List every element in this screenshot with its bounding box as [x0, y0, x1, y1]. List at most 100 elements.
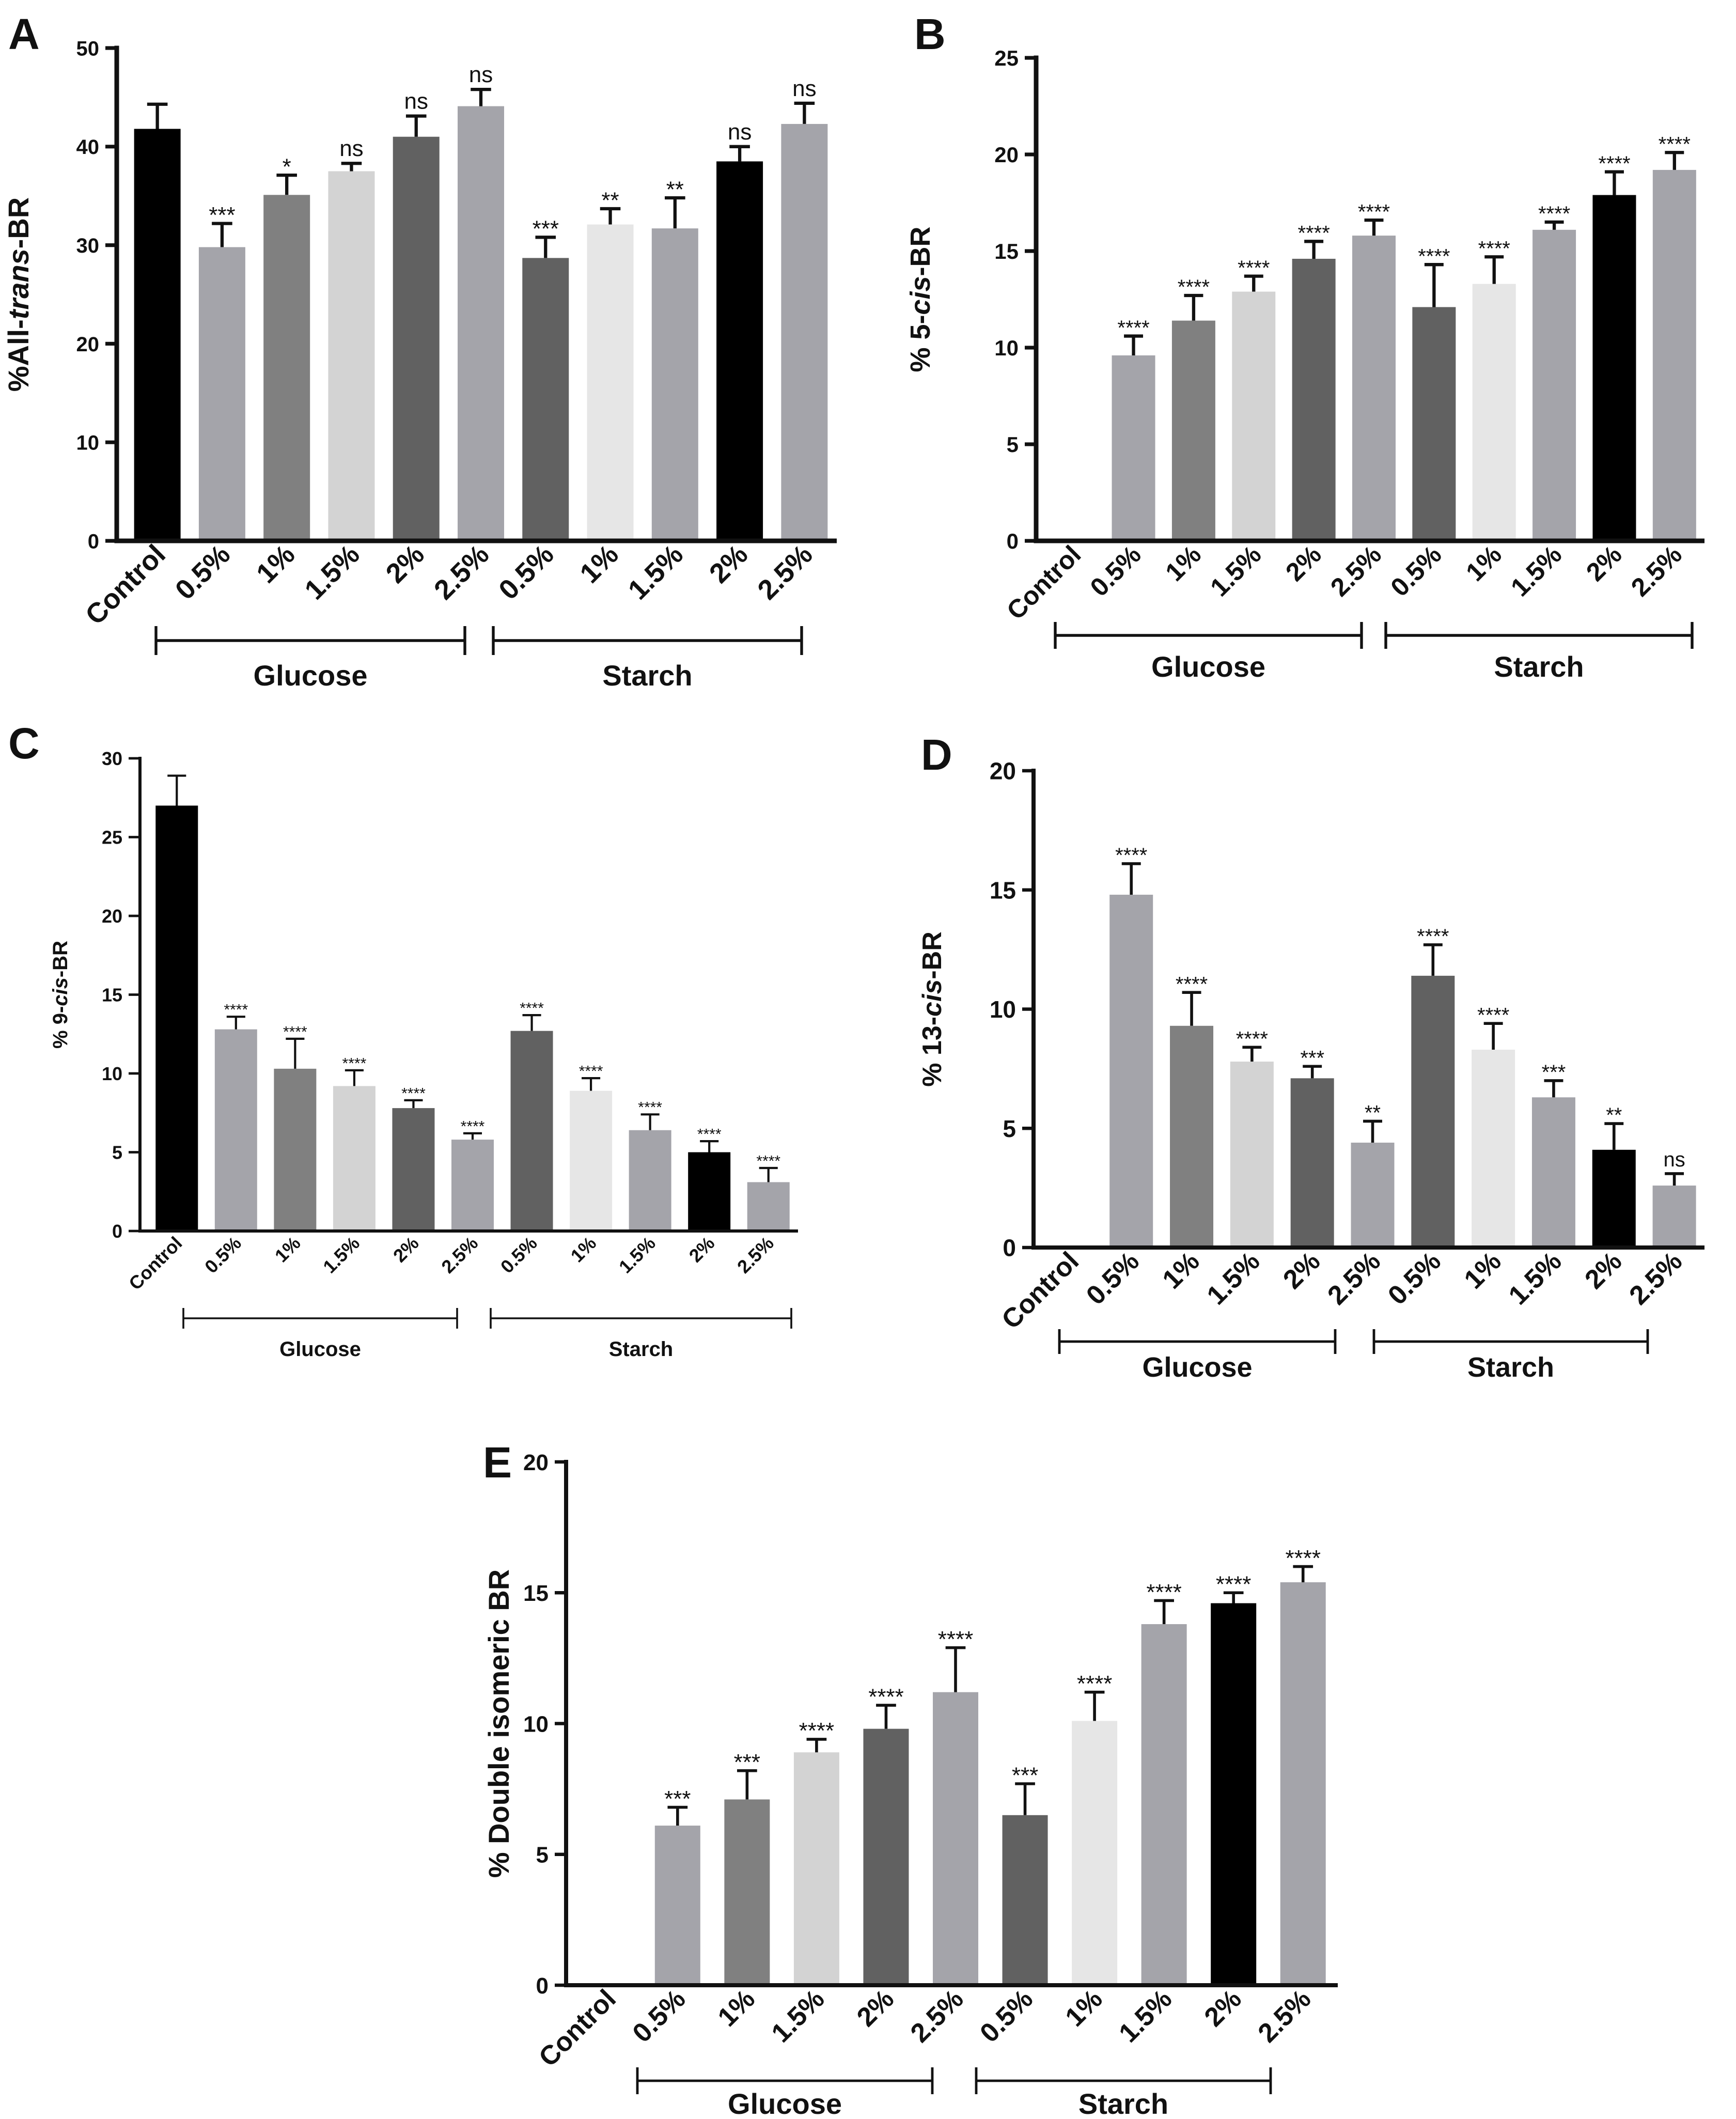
significance-label: **	[601, 188, 619, 213]
x-tick-label: 1.5%	[615, 1233, 660, 1277]
x-tick-label: 0.5%	[1085, 540, 1147, 602]
significance-label: ****	[1418, 245, 1450, 268]
y-tick-label: 0	[1003, 1235, 1016, 1261]
x-tick-label: 1%	[712, 1984, 761, 2032]
x-tick-label: 2.5%	[733, 1233, 778, 1277]
y-tick-label: 5	[1003, 1115, 1016, 1142]
significance-label: ****	[868, 1684, 904, 1709]
x-tick-label: 2%	[851, 1984, 900, 2032]
significance-label: ****	[1216, 1572, 1252, 1597]
x-tick-label: 2%	[380, 539, 430, 589]
significance-label: ***	[1542, 1061, 1566, 1084]
y-tick-label: 10	[76, 432, 100, 455]
significance-label: ****	[1176, 973, 1208, 995]
y-tick-label: 10	[102, 1063, 122, 1084]
x-tick-label: 2.5%	[1623, 1246, 1688, 1311]
x-tick-label: 1%	[1060, 1984, 1108, 2032]
bar	[793, 1752, 839, 1983]
y-tick-label: 0	[536, 1973, 549, 1999]
significance-label: ***	[209, 202, 235, 228]
bar	[747, 1182, 790, 1229]
bar	[1211, 1603, 1257, 1983]
x-tick-label: 2%	[389, 1233, 423, 1267]
x-tick-label: 0.5%	[974, 1984, 1039, 2048]
y-tick-label: 20	[102, 906, 122, 927]
x-tick-label: 1.5%	[299, 539, 365, 605]
y-axis-label: %All-trans-BR	[2, 197, 35, 392]
x-tick-label: 1%	[1460, 540, 1507, 587]
bar	[1170, 1025, 1214, 1245]
bar	[781, 123, 828, 539]
significance-label: ****	[1115, 844, 1147, 867]
y-tick-label: 25	[102, 827, 122, 848]
x-tick-label: 2.5%	[1322, 1246, 1386, 1311]
panel-c-letter: C	[8, 719, 40, 768]
y-tick-label: 20	[994, 143, 1019, 167]
x-tick-label: 1.5%	[1503, 1246, 1568, 1311]
significance-label: ****	[283, 1023, 307, 1040]
y-tick-label: 15	[994, 239, 1019, 263]
bar	[393, 136, 440, 539]
significance-label: ***	[664, 1786, 691, 1812]
panel-a-letter: A	[8, 10, 40, 58]
x-tick-label: 0.5%	[496, 1233, 541, 1277]
bar	[654, 1826, 700, 1983]
y-tick-label: 30	[76, 235, 100, 257]
bar	[1352, 236, 1396, 539]
bar	[1232, 291, 1276, 539]
y-tick-label: 5	[1007, 432, 1019, 457]
significance-label: ns	[404, 89, 428, 114]
group-label-glucose: Glucose	[279, 1338, 361, 1361]
panel-a: A01020304050%All-trans-BRControl***0.5%*…	[2, 10, 837, 692]
significance-label: ****	[1236, 1028, 1268, 1051]
bar	[1592, 195, 1636, 539]
y-axis-label: % 9-cis-BR	[49, 941, 72, 1049]
group-label-starch: Starch	[1494, 650, 1584, 683]
x-tick-label: 1.5%	[1205, 540, 1266, 602]
y-tick-label: 0	[88, 530, 99, 553]
bar	[1072, 1721, 1118, 1983]
bar	[1411, 975, 1455, 1245]
x-tick-label: 2%	[1280, 540, 1327, 587]
y-tick-label: 10	[523, 1711, 549, 1737]
bar	[688, 1152, 731, 1229]
significance-label: ns	[469, 62, 493, 87]
bar	[1351, 1142, 1395, 1245]
y-axis-label: % Double isomeric BR	[482, 1569, 515, 1878]
bar	[1412, 307, 1456, 539]
significance-label: ****	[1077, 1671, 1113, 1696]
significance-label: ***	[734, 1750, 760, 1775]
group-label-glucose: Glucose	[1142, 1352, 1252, 1383]
bar	[1171, 320, 1215, 539]
y-axis-label: % 13-cis-BR	[917, 931, 947, 1087]
bar	[1652, 169, 1696, 539]
group-label-glucose: Glucose	[1151, 650, 1265, 683]
x-tick-label: 1.5%	[622, 539, 689, 605]
x-tick-label: 2.5%	[1625, 540, 1687, 602]
significance-label: **	[1365, 1102, 1381, 1125]
bar	[263, 195, 310, 539]
significance-label: ****	[401, 1085, 426, 1102]
panel-e-letter: E	[483, 1438, 512, 1487]
y-tick-label: 40	[76, 136, 100, 159]
group-label-starch: Starch	[1467, 1352, 1554, 1383]
group-label-starch: Starch	[602, 659, 692, 692]
x-tick-label: 1%	[1160, 540, 1207, 587]
group-label-glucose: Glucose	[254, 659, 368, 692]
significance-label: ****	[1417, 925, 1449, 948]
significance-label: ****	[1238, 257, 1270, 279]
x-tick-label: 2.5%	[752, 539, 818, 605]
x-tick-label: 1%	[251, 539, 301, 589]
significance-label: ns	[728, 119, 752, 145]
bar	[629, 1130, 671, 1229]
significance-label: ****	[579, 1063, 603, 1080]
x-tick-label: 0.5%	[1081, 1246, 1145, 1311]
bar	[1141, 1624, 1187, 1983]
significance-label: **	[1606, 1104, 1622, 1127]
panel-c: C 0 5 10 15 20 25 30 % 9-cis-BR Control **** 0.5% **…	[8, 719, 798, 1361]
x-tick-label: 1%	[574, 539, 624, 589]
x-tick-label: 1.5%	[1201, 1246, 1266, 1311]
x-tick-label: 0.5%	[1385, 540, 1447, 602]
